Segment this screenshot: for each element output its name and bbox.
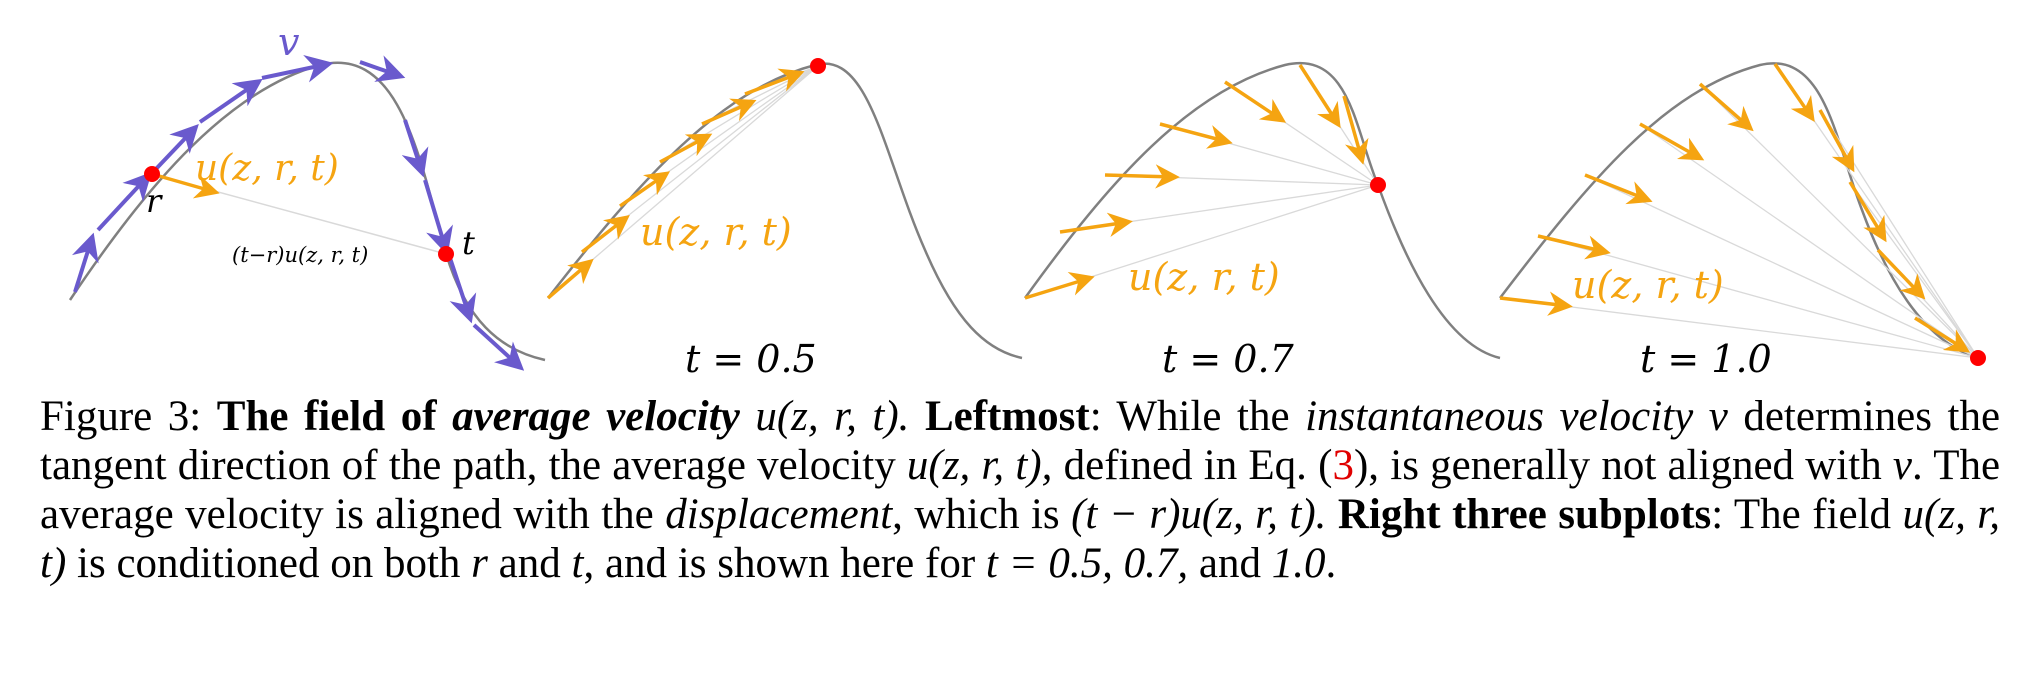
- u-arrow: [1224, 80, 1287, 123]
- u-arrow: [1537, 234, 1611, 260]
- caption-text: defined in Eq. (: [1063, 442, 1333, 489]
- caption-math: (t − r)u(z, r, t).: [1071, 491, 1327, 538]
- displacement-label: (t−r)u(z, r, t): [232, 243, 368, 267]
- u-arrow: [619, 171, 671, 208]
- path-curve: [68, 61, 546, 362]
- v-arrow: [401, 119, 429, 178]
- caption-math: t: [571, 540, 584, 587]
- point-t: [1970, 350, 1986, 366]
- caption-math: v: [1892, 442, 1913, 489]
- u-arrow: [1584, 173, 1653, 205]
- path-curve: [547, 62, 1023, 360]
- point-t: [810, 58, 826, 74]
- caption-text: ), is generally not aligned with: [1353, 442, 1882, 489]
- u-label: u(z, r, t): [1572, 263, 1724, 307]
- caption-text: : The field: [1711, 491, 1892, 538]
- v-arrow: [153, 123, 199, 172]
- caption-leftmost: Leftmost: [924, 393, 1090, 440]
- figure-caption: Figure 3: The field of average velocity …: [40, 392, 2000, 588]
- caption-text: , and is shown here for: [583, 540, 976, 587]
- figure-3: v u(z, r, t) r t (t−r)u(z, r, t) u(z, r,…: [68, 20, 1986, 380]
- v-arrow: [96, 171, 152, 232]
- t-caption: t = 1.0: [1640, 337, 1772, 380]
- average-velocity-arrows: [1024, 64, 1369, 300]
- instantaneous-velocity-arrows: [71, 54, 525, 371]
- caption-math: u(z, r, t): [40, 491, 2001, 587]
- v-arrow: [198, 78, 263, 124]
- caption-emph: displacement: [665, 491, 893, 538]
- figure-canvas: v u(z, r, t) r t (t−r)u(z, r, t) u(z, r,…: [68, 20, 1986, 380]
- caption-emph: instantaneous velocity: [1305, 393, 1694, 440]
- caption-math: r: [471, 540, 488, 587]
- panel-t-0.5: u(z, r, t) t = 0.5: [546, 58, 1023, 380]
- u-arrow: [1848, 181, 1887, 243]
- u-arrow: [1104, 164, 1180, 189]
- caption-math: t = 0.5, 0.7,: [985, 540, 1189, 587]
- average-velocity-arrows: [546, 68, 805, 300]
- path-curve: [1499, 62, 1979, 360]
- u-arrow: [659, 133, 713, 164]
- u-arrow: [1876, 248, 1926, 300]
- u-arrow: [1298, 64, 1341, 129]
- panel-t-0.7: u(z, r, t) t = 0.7: [1023, 61, 1501, 380]
- caption-math: 1.0: [1271, 540, 1326, 587]
- u-label: u(z, r, t): [640, 210, 792, 254]
- v-arrow: [359, 55, 406, 82]
- u-arrow: [1773, 63, 1815, 123]
- u-arrow: [1639, 122, 1705, 161]
- caption-text: is conditioned on both: [77, 540, 461, 587]
- caption-text: determines the tangent direction of the …: [40, 393, 2001, 489]
- caption-text: and: [498, 540, 561, 587]
- u-arrow: [1159, 122, 1233, 149]
- caption-title-b: average velocity: [452, 393, 740, 440]
- caption-title-a: The field of: [216, 393, 437, 440]
- average-velocity-arrow: [151, 172, 220, 199]
- u-arrow: [580, 215, 630, 254]
- caption-text: and: [1198, 540, 1261, 587]
- v-arrow: [472, 323, 525, 371]
- caption-text: .: [1325, 540, 1337, 587]
- caption-text: : While the: [1089, 393, 1290, 440]
- u-arrow: [546, 258, 594, 300]
- caption-text: , which is: [892, 491, 1060, 538]
- caption-right-three: Right three subplots: [1337, 491, 1712, 538]
- v-arrow: [448, 257, 477, 324]
- point-r: [144, 166, 160, 182]
- u-arrow: [1914, 316, 1971, 353]
- u-arrow: [1342, 95, 1369, 165]
- u-arrow: [701, 98, 757, 126]
- v-arrow: [423, 179, 453, 256]
- u-arrow: [1818, 109, 1855, 173]
- point-t: [438, 246, 454, 262]
- v-arrow: [261, 54, 334, 83]
- u-label: u(z, r, t): [195, 148, 339, 189]
- caption-math: u(z, r, t),: [906, 442, 1053, 489]
- equation-ref-link[interactable]: 3: [1332, 442, 1354, 489]
- figure-label: Figure 3:: [40, 393, 202, 440]
- u-arrow: [744, 68, 805, 96]
- average-velocity-arrows: [1499, 63, 1971, 353]
- v-label: v: [278, 20, 300, 64]
- r-label: r: [146, 182, 163, 220]
- caption-title-math: u(z, r, t).: [755, 393, 910, 440]
- point-t: [1370, 177, 1386, 193]
- t-label: t: [462, 224, 475, 262]
- u-arrow: [1059, 212, 1133, 237]
- u-arrow: [1698, 82, 1754, 132]
- caption-math: v: [1708, 393, 1728, 440]
- panel-leftmost: v u(z, r, t) r t (t−r)u(z, r, t): [68, 20, 546, 371]
- guide-lines: [1499, 63, 1979, 359]
- panel-t-1.0: u(z, r, t) t = 1.0: [1499, 62, 1986, 380]
- v-arrow: [71, 232, 99, 293]
- u-arrow: [1499, 291, 1573, 316]
- t-caption: t = 0.7: [1162, 337, 1295, 380]
- u-arrow: [1024, 272, 1095, 300]
- caption-text: . The average velocity is aligned with t…: [40, 442, 2001, 538]
- t-caption: t = 0.5: [685, 337, 817, 380]
- u-label: u(z, r, t): [1128, 255, 1280, 299]
- path-curve: [1023, 61, 1501, 360]
